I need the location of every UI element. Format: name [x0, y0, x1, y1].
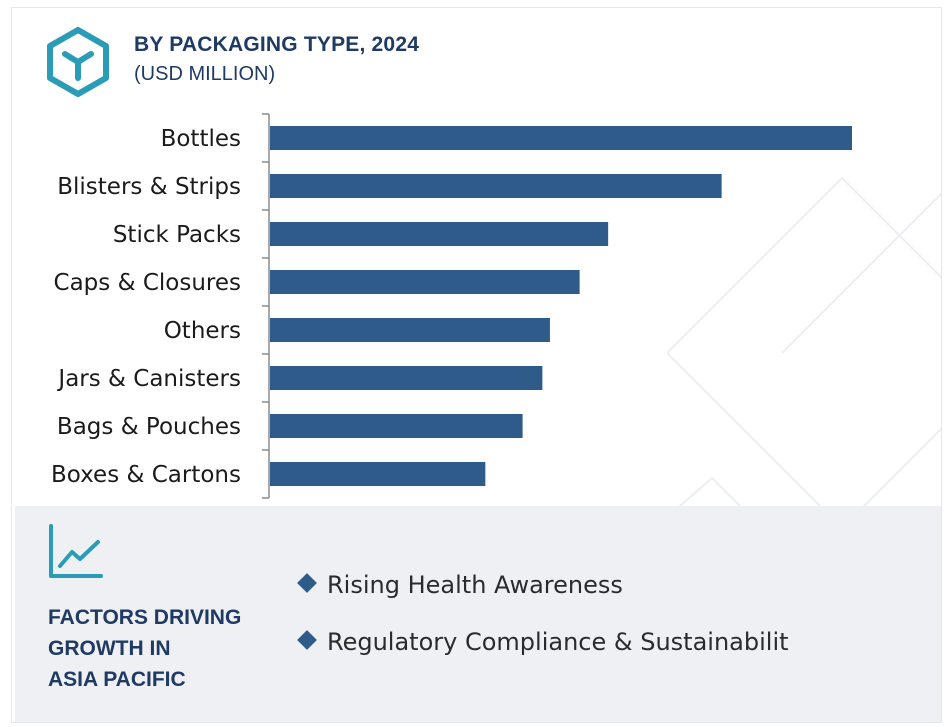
bar: [270, 174, 722, 198]
category-label: Others: [164, 318, 241, 344]
chart-title: BY PACKAGING TYPE, 2024: [134, 33, 420, 56]
trend-line-icon: [49, 524, 103, 578]
hexagon-box-icon: [47, 27, 109, 97]
chart-card: BY PACKAGING TYPE, 2024 (USD MILLION) Bo…: [11, 7, 942, 723]
factors-title: FACTORS DRIVING GROWTH IN ASIA PACIFIC: [48, 602, 241, 695]
factor-item: Rising Health Awareness: [296, 571, 623, 599]
background-decoration: [666, 176, 941, 530]
bar-chart: Bottles Blisters & Strips Stick Packs Caps …: [51, 113, 852, 499]
bar: [270, 126, 852, 150]
factors-title-line: ASIA PACIFIC: [48, 668, 186, 691]
category-label: Bottles: [161, 126, 241, 152]
bar: [270, 318, 550, 342]
bar: [270, 270, 580, 294]
bar: [270, 366, 543, 390]
factors-title-line: GROWTH IN: [48, 637, 171, 660]
bar: [270, 462, 486, 486]
category-label: Blisters & Strips: [57, 174, 241, 200]
bar: [270, 414, 523, 438]
factor-text: Regulatory Compliance & Sustainabilit: [327, 628, 789, 656]
diamond-bullet-icon: [297, 630, 317, 650]
category-label: Boxes & Cartons: [51, 462, 241, 488]
category-label: Caps & Closures: [54, 270, 241, 296]
factor-item: Regulatory Compliance & Sustainabilit: [296, 628, 789, 656]
category-label: Jars & Canisters: [56, 366, 241, 392]
diamond-bullet-icon: [297, 573, 317, 593]
factors-title-line: FACTORS DRIVING: [48, 606, 242, 629]
bar: [270, 222, 609, 246]
factor-text: Rising Health Awareness: [327, 571, 623, 599]
category-label: Stick Packs: [113, 222, 241, 248]
factors-panel: FACTORS DRIVING GROWTH IN ASIA PACIFIC R…: [15, 506, 941, 722]
category-label: Bags & Pouches: [57, 414, 241, 440]
chart-subtitle: (USD MILLION): [134, 63, 276, 85]
